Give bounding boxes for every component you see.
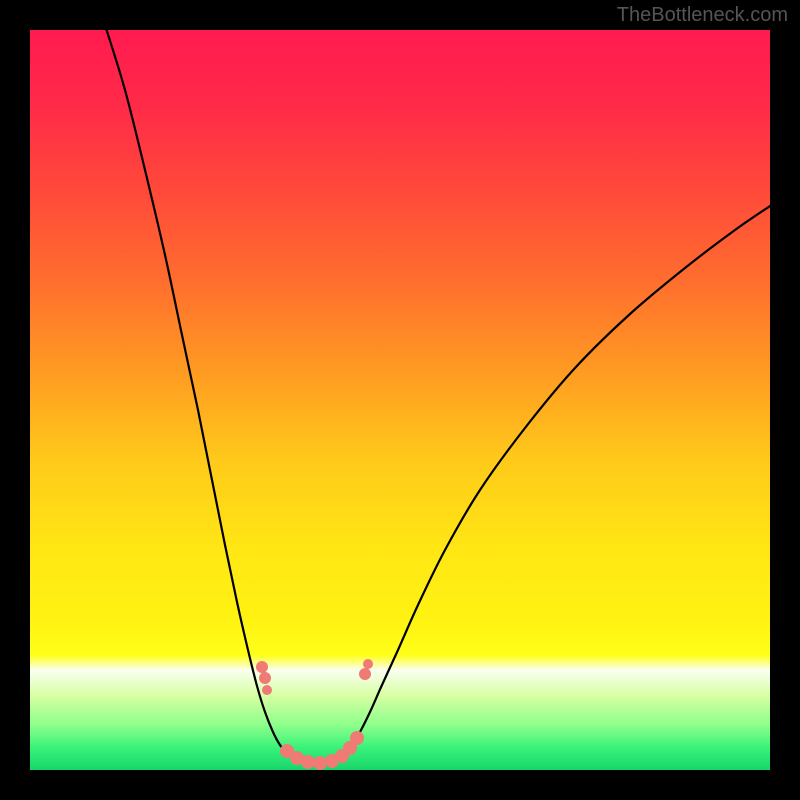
data-marker bbox=[259, 672, 271, 684]
data-marker bbox=[262, 685, 272, 695]
data-marker bbox=[313, 756, 327, 770]
bottleneck-curve bbox=[105, 30, 770, 763]
data-marker bbox=[363, 659, 373, 669]
plot-area bbox=[30, 30, 770, 770]
data-marker bbox=[350, 731, 364, 745]
marker-group bbox=[256, 659, 373, 770]
data-marker bbox=[256, 661, 268, 673]
watermark-text: TheBottleneck.com bbox=[617, 4, 788, 27]
data-marker bbox=[301, 755, 315, 769]
data-marker bbox=[359, 668, 371, 680]
curve-layer bbox=[30, 30, 770, 770]
